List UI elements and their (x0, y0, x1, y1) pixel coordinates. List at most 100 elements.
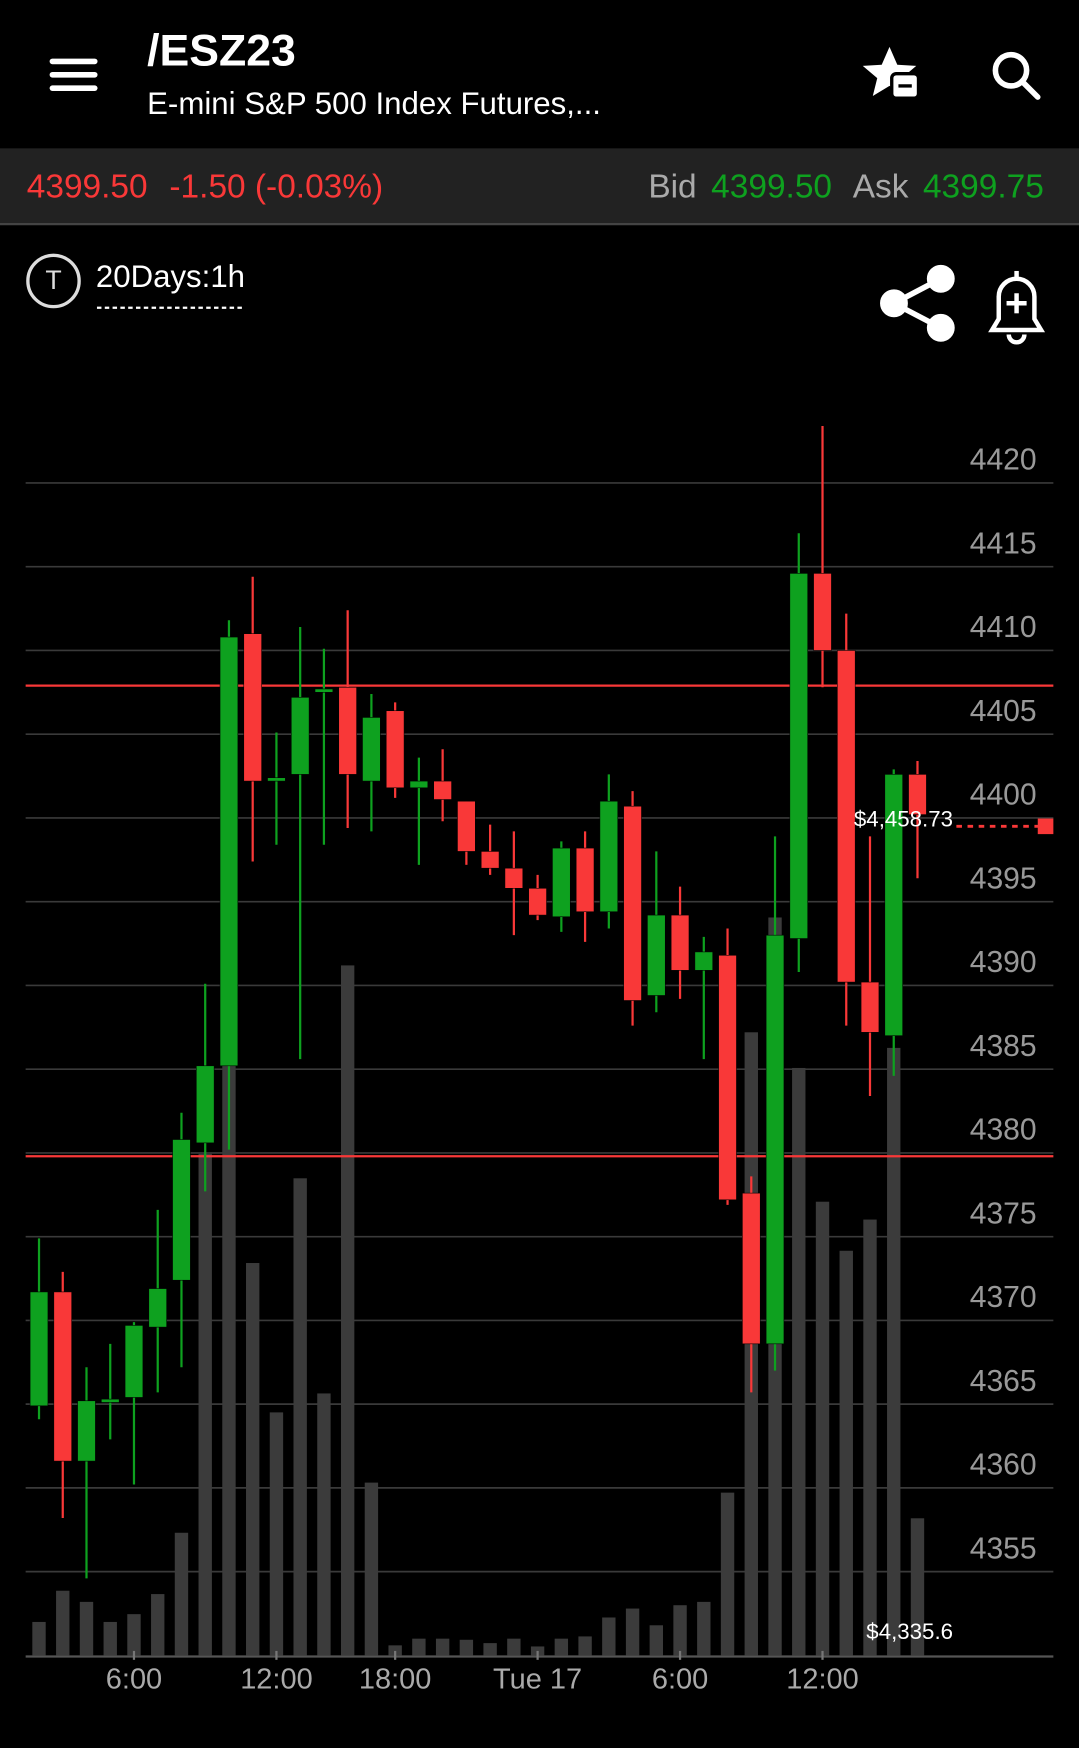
y-tick-label: 4420 (970, 444, 1037, 477)
volume-bar (839, 1250, 853, 1656)
candle-body (290, 697, 310, 775)
candle-body (219, 636, 239, 1067)
volume-bar (507, 1638, 521, 1656)
ask-label: Ask (853, 168, 909, 205)
volume-bar (554, 1638, 569, 1656)
y-tick-label: 4360 (970, 1449, 1037, 1482)
volume-bar (815, 1201, 830, 1656)
candle-body (528, 888, 547, 916)
candle-body (101, 1398, 120, 1403)
candle-body (860, 981, 880, 1033)
y-tick-label: 4355 (970, 1532, 1037, 1565)
volume-bar (32, 1621, 46, 1656)
volume-bar (792, 1067, 806, 1656)
volume-bar (103, 1621, 117, 1656)
alert-button[interactable] (988, 270, 1046, 345)
volume-bar (649, 1625, 664, 1656)
y-tick-label: 4390 (970, 946, 1037, 979)
volume-bar (435, 1638, 450, 1656)
ask-price: 4399.75 (923, 168, 1044, 205)
candle-body (124, 1325, 144, 1398)
volume-bar (697, 1601, 711, 1656)
candle-body (53, 1291, 72, 1462)
candle-body (884, 774, 903, 1036)
y-tick-label: 4400 (970, 779, 1037, 812)
candle-body (196, 1065, 215, 1144)
volume-bar (910, 1518, 925, 1656)
candle-body (457, 800, 476, 852)
y-tick-label: 4405 (970, 695, 1037, 728)
y-tick-label: 4385 (970, 1030, 1037, 1063)
candle-body (172, 1139, 191, 1281)
quote-bar (0, 148, 1079, 224)
volume-bar (269, 1412, 284, 1656)
volume-bar (412, 1638, 426, 1656)
symbol-name: E-mini S&P 500 Index Futures,... (147, 86, 601, 121)
menu-button[interactable] (49, 58, 98, 91)
volume-bar (151, 1594, 165, 1656)
volume-bar (602, 1617, 616, 1656)
x-tick-label: 18:00 (359, 1664, 432, 1696)
volume-bar (79, 1601, 94, 1656)
candle-body (552, 847, 571, 918)
candle-body (694, 951, 713, 971)
y-tick-label: 4395 (970, 862, 1037, 895)
candle-body (813, 573, 832, 651)
volume-bar (222, 1059, 236, 1656)
bid-label: Bid (648, 168, 696, 205)
volume-bar (887, 1047, 901, 1656)
candle-body (837, 650, 856, 983)
candle-body (718, 954, 737, 1201)
candle-body (742, 1192, 761, 1345)
volume-bar (388, 1645, 402, 1656)
volume-bar (364, 1482, 379, 1656)
volume-bar (720, 1492, 735, 1656)
volume-bar (198, 1153, 212, 1656)
candle-body (623, 805, 642, 1001)
symbol: /ESZ23 (147, 26, 296, 75)
period: 20Days:1h (96, 259, 245, 294)
candle-body (433, 780, 452, 800)
volume-bar (673, 1605, 687, 1656)
x-tick-label: 6:00 (652, 1664, 708, 1696)
bid-price: 4399.50 (711, 168, 832, 205)
candle-body (670, 914, 690, 971)
y-tick-label: 4410 (970, 611, 1037, 644)
y-tick-label: 4380 (970, 1114, 1037, 1147)
share-button[interactable] (880, 264, 955, 342)
volume-bar (863, 1219, 877, 1656)
volume-bar (127, 1614, 141, 1656)
candle-body (243, 633, 262, 782)
volume-bar (459, 1639, 474, 1656)
candle-body (409, 780, 429, 789)
period-button[interactable]: T 20Days:1h (26, 253, 245, 309)
candle-body (362, 717, 381, 782)
search-button[interactable] (992, 51, 1041, 100)
candle-body (385, 710, 405, 789)
candle-body (789, 573, 808, 939)
volume-annotation: $4,335.6 (866, 1619, 953, 1644)
price-change: -1.50 (-0.03%) (169, 168, 383, 205)
volume-bar (293, 1178, 307, 1656)
chart: 4355 4360 4365 4370 4375 4380 4385 4390 4395 4400… (25, 426, 1054, 1696)
price-annotation: $4,458.73 (854, 807, 953, 832)
candle-body (647, 914, 666, 996)
volume-bar (174, 1532, 189, 1656)
watchlist-button[interactable] (862, 46, 921, 100)
candle-body (765, 934, 785, 1345)
x-tick-label: 12:00 (786, 1664, 858, 1696)
candle-body (338, 687, 357, 775)
candle-body (599, 800, 619, 913)
volume-bar (578, 1636, 592, 1656)
candle-body (575, 847, 595, 913)
x-tick-label: Tue 17 (493, 1664, 582, 1696)
candle-body (504, 867, 524, 889)
y-tick-label: 4375 (970, 1197, 1037, 1230)
candle-body (148, 1288, 167, 1328)
candle-body (908, 774, 927, 815)
volume-bar (317, 1393, 331, 1656)
last-price: 4399.50 (27, 168, 148, 205)
volume-bar (340, 965, 355, 1656)
